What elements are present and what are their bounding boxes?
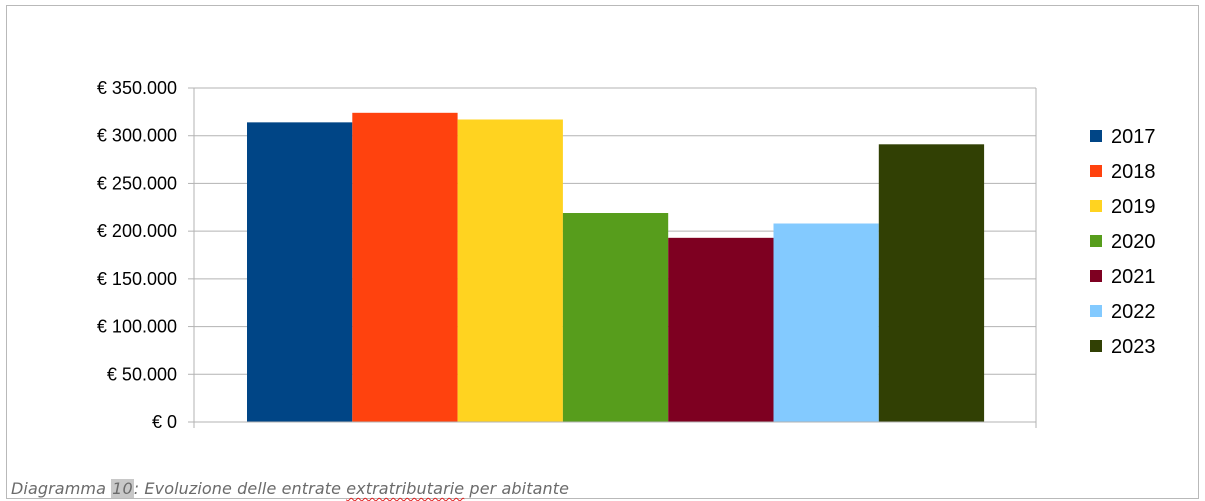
- y-tick-label: € 100.000: [97, 317, 177, 337]
- y-tick-label: € 50.000: [107, 364, 177, 384]
- y-tick-label: € 150.000: [97, 269, 177, 289]
- y-tick-label: € 0: [152, 412, 177, 432]
- caption-number: 10: [111, 479, 134, 498]
- bar-2023: [878, 144, 985, 422]
- legend-label-2020: 2020: [1111, 231, 1156, 253]
- bars: [247, 112, 985, 423]
- legend-swatch-2020: [1090, 235, 1102, 247]
- legend-label-2023: 2023: [1111, 336, 1156, 358]
- chart-frame: € 0 € 50.000 € 100.000 € 150.000 € 200.000 € …: [6, 5, 1199, 499]
- y-tick-label: € 250.000: [97, 173, 177, 193]
- legend-label-2022: 2022: [1111, 301, 1156, 323]
- y-tick-label: € 350.000: [97, 78, 177, 98]
- caption-flagged-word: extratributarie: [346, 479, 465, 498]
- bar-2022: [773, 223, 879, 422]
- bar-2020: [562, 213, 669, 422]
- legend-swatch-2023: [1090, 340, 1102, 352]
- legend-swatch-2018: [1090, 165, 1102, 177]
- legend-swatch-2017: [1090, 130, 1102, 142]
- bar-chart: € 0 € 50.000 € 100.000 € 150.000 € 200.000 € …: [97, 78, 1156, 432]
- y-tick-label: € 200.000: [97, 221, 177, 241]
- y-tick-label: € 300.000: [97, 126, 177, 146]
- legend-swatch-2021: [1090, 270, 1102, 282]
- axes: [188, 87, 1037, 428]
- legend-label-2019: 2019: [1111, 196, 1156, 218]
- y-tick-labels: € 0 € 50.000 € 100.000 € 150.000 € 200.000 € …: [97, 78, 177, 432]
- legend-label-2017: 2017: [1111, 126, 1156, 148]
- caption-prefix: Diagramma: [11, 479, 112, 498]
- bar-2021: [668, 237, 774, 422]
- bar-2017: [247, 122, 353, 423]
- legend-label-2021: 2021: [1111, 266, 1156, 288]
- caption-middle: : Evoluzione delle entrate: [133, 479, 347, 498]
- bar-2018: [352, 112, 458, 422]
- legend: 2017 2018 2019 2020 2021 2022 2023: [1090, 126, 1156, 358]
- caption-suffix: per abitante: [464, 479, 570, 498]
- bar-2019: [457, 119, 563, 423]
- figure-caption: Diagramma 10: Evoluzione delle entrate e…: [11, 479, 569, 498]
- legend-swatch-2022: [1090, 305, 1102, 317]
- legend-label-2018: 2018: [1111, 161, 1156, 183]
- legend-swatch-2019: [1090, 200, 1102, 212]
